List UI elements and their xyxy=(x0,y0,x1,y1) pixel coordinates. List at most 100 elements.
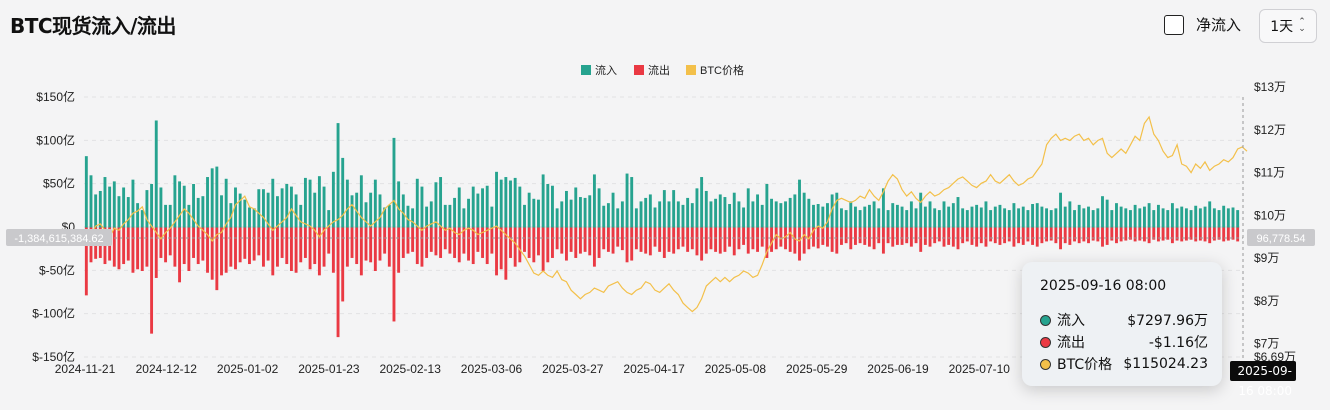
inflow-bar xyxy=(905,210,909,228)
inflow-bar xyxy=(406,205,410,228)
crosshair-left-tag: -1,384,615,384.62 xyxy=(14,233,103,245)
outflow-bar xyxy=(355,227,359,265)
outflow-bar xyxy=(112,227,116,267)
outflow-bar xyxy=(532,227,536,263)
inflow-bar xyxy=(289,186,293,228)
outflow-bar xyxy=(210,227,214,280)
outflow-bar xyxy=(518,227,522,263)
inflow-bar xyxy=(770,198,773,228)
crosshair-right-tag-bg xyxy=(1247,229,1315,246)
outflow-bar xyxy=(238,227,242,263)
outflow-bar xyxy=(122,227,126,265)
y-right-tick: $8万 xyxy=(1254,294,1279,308)
outflow-bar xyxy=(224,227,228,273)
outflow-bar xyxy=(989,227,993,242)
outflow-bar xyxy=(658,227,662,252)
inflow-bar xyxy=(704,190,708,228)
outflow-bar xyxy=(1059,227,1062,250)
outflow-bar xyxy=(341,227,345,302)
outflow-bar xyxy=(234,227,237,270)
outflow-bar xyxy=(578,227,582,254)
outflow-bar xyxy=(1031,227,1035,245)
outflow-bar xyxy=(583,227,587,252)
inflow-bar xyxy=(1091,210,1095,228)
outflow-bar xyxy=(145,227,149,267)
inflow-bar xyxy=(872,201,876,228)
inflow-bar xyxy=(816,204,820,228)
inflow-bar xyxy=(565,190,568,228)
inflow-bar xyxy=(131,179,135,228)
net-flow-checkbox[interactable] xyxy=(1164,14,1184,35)
outflow-bar xyxy=(905,227,909,244)
outflow-bar xyxy=(919,227,923,252)
outflow-bar xyxy=(1222,227,1226,242)
inflow-bar xyxy=(154,120,158,228)
outflow-bar xyxy=(140,227,144,271)
inflow-bar xyxy=(369,192,373,228)
outflow-bar xyxy=(700,227,704,261)
inflow-dot-icon xyxy=(1040,314,1051,326)
inflow-bar xyxy=(1101,196,1104,228)
outflow-bar xyxy=(793,227,797,254)
inflow-bar xyxy=(420,186,424,228)
outflow-bar xyxy=(262,227,265,267)
inflow-bar xyxy=(1035,203,1039,228)
inflow-bar xyxy=(453,197,457,228)
outflow-bar xyxy=(331,227,335,273)
tooltip-label: 流出 xyxy=(1057,335,1085,351)
inflow-bar xyxy=(979,207,983,228)
outflow-bar xyxy=(541,227,545,271)
outflow-bar xyxy=(229,227,233,267)
inflow-bar xyxy=(849,201,853,228)
header: BTC现货流入/流出 净流入 1天 ⌃ ⌄ xyxy=(0,0,1330,52)
inflow-bar xyxy=(266,192,270,228)
inflow-bar xyxy=(476,193,480,228)
inflow-bar xyxy=(513,177,517,228)
outflow-bar xyxy=(993,227,997,244)
outflow-bar xyxy=(439,227,443,258)
inflow-bar xyxy=(728,204,732,228)
outflow-bar xyxy=(937,227,941,242)
flow-chart[interactable]: $150亿$100亿$50亿$0$-50亿$-100亿$-150亿$13万$12… xyxy=(0,52,1330,410)
outflow-bar xyxy=(1231,227,1235,240)
inflow-bar xyxy=(271,178,275,228)
legend-label: 流入 xyxy=(595,63,617,77)
outflow-bar xyxy=(639,227,643,252)
outflow-bar xyxy=(117,227,121,270)
outflow-bar xyxy=(662,227,666,258)
inflow-bar xyxy=(546,184,550,228)
outflow-bar xyxy=(1105,227,1109,245)
outflow-bar xyxy=(1096,227,1100,242)
inflow-bar xyxy=(341,157,345,228)
net-flow-toggle[interactable]: 净流入 xyxy=(1164,14,1241,35)
x-tick: 2025-03-27 xyxy=(542,362,604,376)
outflow-bar xyxy=(1129,227,1132,240)
inflow-bar xyxy=(830,194,834,228)
inflow-bar xyxy=(742,207,746,228)
outflow-bar xyxy=(1161,227,1165,241)
inflow-bar xyxy=(164,204,168,228)
outflow-bar xyxy=(704,227,708,254)
outflow-bar xyxy=(499,227,503,270)
outflow-bar xyxy=(835,227,839,254)
outflow-bar xyxy=(574,227,578,258)
inflow-bar xyxy=(485,185,489,228)
outflow-bar xyxy=(1208,227,1212,244)
inflow-bar xyxy=(178,181,181,228)
outflow-bar xyxy=(1156,227,1160,242)
outflow-bar xyxy=(616,227,620,247)
inflow-bar xyxy=(993,206,997,228)
outflow-bar xyxy=(462,227,466,254)
x-tick: 2025-04-17 xyxy=(623,362,685,376)
inflow-bar xyxy=(784,201,787,228)
inflow-bar xyxy=(602,205,606,228)
outflow-bar xyxy=(788,227,792,252)
inflow-bar xyxy=(1129,210,1132,228)
outflow-bar xyxy=(891,227,895,247)
x-tick: 2025-01-23 xyxy=(298,362,360,376)
inflow-bar xyxy=(821,206,825,228)
interval-select[interactable]: 1天 ⌃ ⌄ xyxy=(1259,9,1317,43)
tooltip-label: BTC价格 xyxy=(1057,357,1113,373)
inflow-bar xyxy=(863,206,867,228)
outflow-bar xyxy=(1068,227,1072,245)
